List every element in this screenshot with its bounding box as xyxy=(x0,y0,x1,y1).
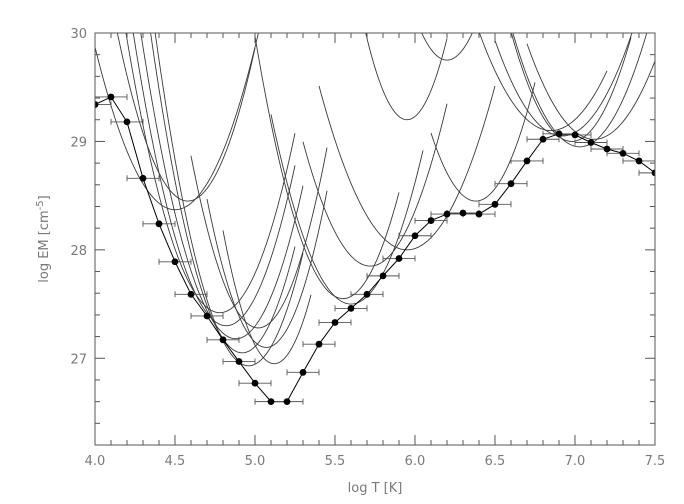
dem-point xyxy=(587,139,595,146)
em-loci-curve-2 xyxy=(116,33,256,202)
dem-point xyxy=(459,209,467,217)
dem-point xyxy=(411,232,419,240)
y-axis-label: log EM [cm-5] xyxy=(35,195,52,282)
dem-point xyxy=(539,135,547,143)
em-loci-curves xyxy=(95,0,655,367)
em-loci-curve-1 xyxy=(95,33,259,211)
dem-point xyxy=(619,149,627,157)
em-loci-curve-22 xyxy=(421,33,473,61)
dem-point xyxy=(123,118,131,126)
y-tick-label: 27 xyxy=(70,352,87,367)
dem-point xyxy=(475,210,483,218)
dem-point xyxy=(171,258,179,266)
x-tick-label: 5.5 xyxy=(325,454,346,469)
dem-point xyxy=(299,368,307,376)
dem-point xyxy=(139,174,147,182)
dem-point xyxy=(347,304,355,312)
dem-point xyxy=(363,290,371,298)
y-axis-label-superscript: -5 xyxy=(35,200,46,210)
em-loci-curve-20 xyxy=(478,33,608,132)
y-tick-label: 30 xyxy=(70,27,87,42)
y-tick-label: 28 xyxy=(70,244,87,259)
dem-point xyxy=(331,319,339,326)
dem-point xyxy=(507,180,515,188)
dem-point xyxy=(95,101,99,108)
y-tick-label: 29 xyxy=(70,135,87,150)
dem-point xyxy=(603,145,611,153)
em-loci-curve-4 xyxy=(132,33,296,327)
y-axis-label-main: log EM [cm xyxy=(37,210,52,282)
x-axis-label: log T [K] xyxy=(348,481,403,496)
em-loci-curve-15 xyxy=(430,82,536,202)
em-loci-curve-12 xyxy=(270,114,424,305)
em-loci-curve-10 xyxy=(222,230,312,365)
dem-series xyxy=(95,93,655,406)
dem-point xyxy=(251,379,259,387)
em-loci-curve-16 xyxy=(510,33,632,142)
dem-point xyxy=(491,200,499,208)
em-loci-curve-5 xyxy=(140,33,304,340)
dem-point xyxy=(571,131,579,139)
dem-point xyxy=(203,312,211,320)
em-loci-curve-19 xyxy=(526,43,655,140)
x-tick-label: 7.5 xyxy=(645,454,666,469)
em-loci-curve-11 xyxy=(254,36,400,300)
dem-point xyxy=(523,157,531,165)
dem-point xyxy=(427,217,435,224)
em-loci-curve-18 xyxy=(494,33,633,137)
x-tick-label: 6.0 xyxy=(405,454,426,469)
axis-ticks xyxy=(94,32,656,446)
dem-point xyxy=(107,93,115,101)
em-loci-curve-14 xyxy=(318,85,496,251)
em-loci-curve-17 xyxy=(512,33,648,148)
dem-point xyxy=(555,130,563,138)
y-axis-label-close: ] xyxy=(37,195,52,200)
dem-point xyxy=(283,398,291,406)
em-loci-curve-7 xyxy=(154,33,304,367)
tick-labels: 4.0 4.5 5.0 5.5 6.0 6.5 7.0 7.5 27 28 29 30 xyxy=(70,27,665,469)
dem-point xyxy=(155,220,163,228)
x-tick-label: 5.0 xyxy=(245,454,266,469)
dem-point xyxy=(187,290,195,298)
dem-point xyxy=(443,210,451,218)
em-loci-curve-23 xyxy=(335,0,399,31)
dem-point xyxy=(235,358,243,365)
em-loci-curve-8 xyxy=(190,147,328,329)
em-loci-curve-9 xyxy=(206,190,328,348)
dem-point xyxy=(379,272,387,280)
dem-point xyxy=(395,255,403,262)
dem-point xyxy=(651,169,655,177)
dem-point xyxy=(219,336,227,344)
em-loci-curve-3 xyxy=(125,33,296,314)
plot-frame xyxy=(94,32,656,446)
dem-point xyxy=(315,340,323,348)
x-tick-label: 6.5 xyxy=(485,454,506,469)
em-loci-curve-13 xyxy=(302,103,448,267)
x-tick-label: 7.0 xyxy=(565,454,586,469)
em-loci-curve-21 xyxy=(365,33,448,121)
x-tick-label: 4.0 xyxy=(85,454,106,469)
dem-point xyxy=(267,398,275,406)
dem-point xyxy=(635,157,643,165)
x-tick-label: 4.5 xyxy=(165,454,186,469)
